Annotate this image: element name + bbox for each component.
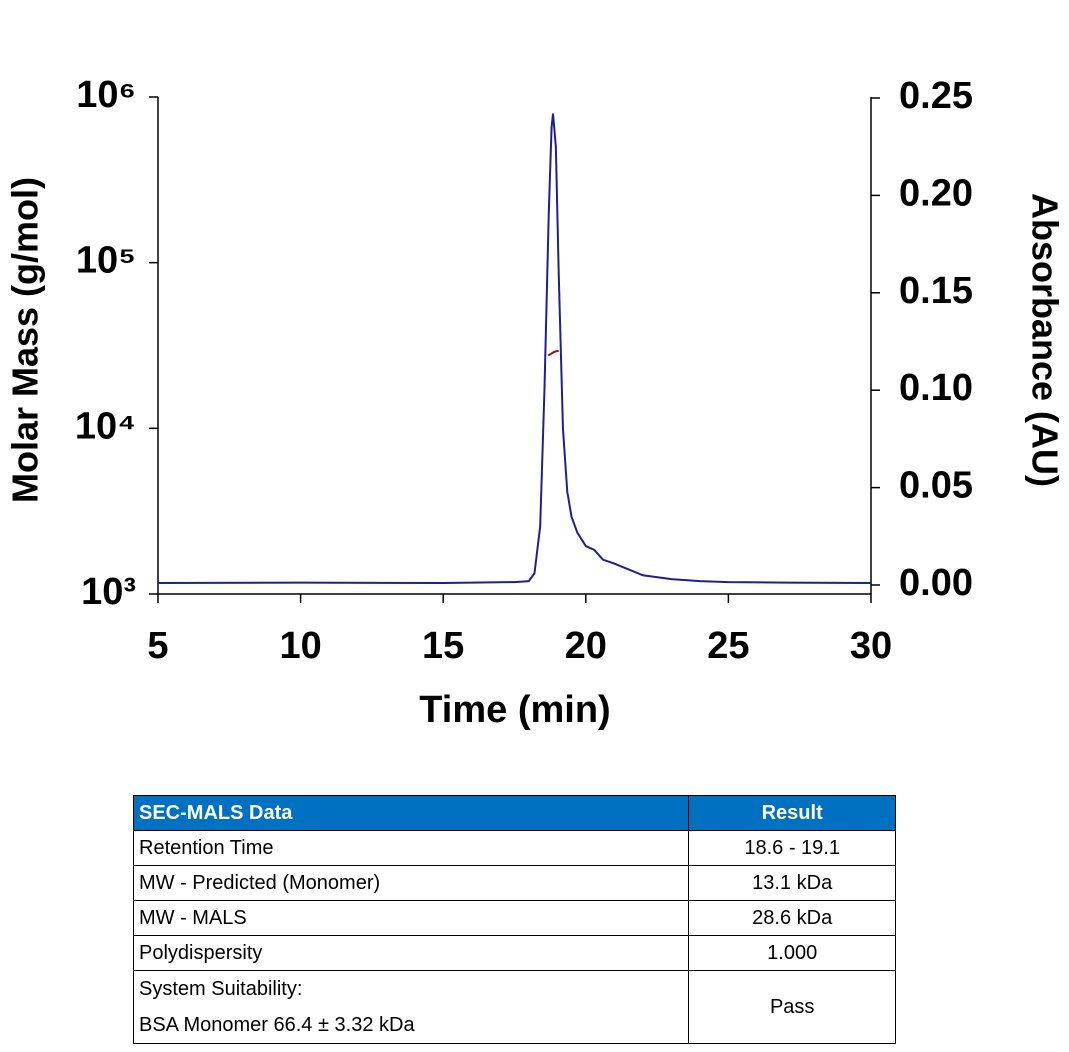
- y2-tick-label: 0.20: [899, 172, 973, 214]
- x-tick-label: 15: [422, 625, 464, 667]
- y2-tick-label: 0.00: [899, 562, 973, 604]
- x-tick-label: 30: [850, 625, 892, 667]
- table-cell-line: System Suitability:: [139, 978, 303, 1000]
- table-cell: Pass: [688, 970, 896, 1044]
- x-tick-label: 25: [707, 625, 749, 667]
- table-row: System Suitability: BSA Monomer 66.4 ± 3.…: [132, 970, 896, 1044]
- y2-tick-label: 0.15: [899, 270, 973, 312]
- table-cell: Polydispersity: [132, 935, 690, 971]
- chart: Time (min) Molar Mass (g/mol) Absorbance…: [5, 74, 1066, 731]
- y-axis-title: Molar Mass (g/mol): [5, 177, 46, 503]
- y-tick-label: 10⁶: [76, 74, 136, 116]
- table-cell: 13.1 kDa: [688, 865, 896, 901]
- y2-axis-title: Absorbance (AU): [1024, 193, 1065, 487]
- table-cell: MW - Predicted (Monomer): [132, 865, 690, 901]
- y-tick-label: 10⁵: [76, 240, 136, 282]
- table-row: Retention Time 18.6 - 19.1: [132, 830, 896, 866]
- table-cell: MW - MALS: [132, 900, 690, 936]
- y-tick-label: 10⁴: [75, 405, 136, 447]
- table-cell: 18.6 - 19.1: [688, 830, 896, 866]
- table-cell: System Suitability: BSA Monomer 66.4 ± 3.…: [132, 970, 690, 1044]
- table-cell: 1.000: [688, 935, 896, 971]
- y2-tick-label: 0.25: [899, 75, 973, 117]
- table-header: Result: [688, 795, 896, 831]
- table-header: SEC-MALS Data: [132, 795, 690, 831]
- table-row: Polydispersity 1.000: [132, 935, 896, 971]
- table-cell-line: BSA Monomer 66.4 ± 3.32 kDa: [139, 1014, 415, 1036]
- y-tick-label: 10³: [81, 571, 136, 613]
- y2-tick-label: 0.05: [899, 465, 973, 507]
- data-line: [157, 113, 872, 585]
- results-table: SEC-MALS Data Result Retention Time 18.6 …: [132, 795, 896, 1044]
- table-row: MW - Predicted (Monomer) 13.1 kDa: [132, 865, 896, 901]
- x-tick-label: 5: [147, 625, 168, 667]
- table-row: MW - MALS 28.6 kDa: [132, 900, 896, 936]
- x-tick-label: 20: [565, 625, 607, 667]
- data-line: [547, 349, 559, 357]
- x-axis-title: Time (min): [419, 689, 610, 731]
- x-tick-label: 10: [279, 625, 321, 667]
- table-cell: 28.6 kDa: [688, 900, 896, 936]
- y2-tick-label: 0.10: [899, 367, 973, 409]
- table-cell: Retention Time: [132, 830, 690, 866]
